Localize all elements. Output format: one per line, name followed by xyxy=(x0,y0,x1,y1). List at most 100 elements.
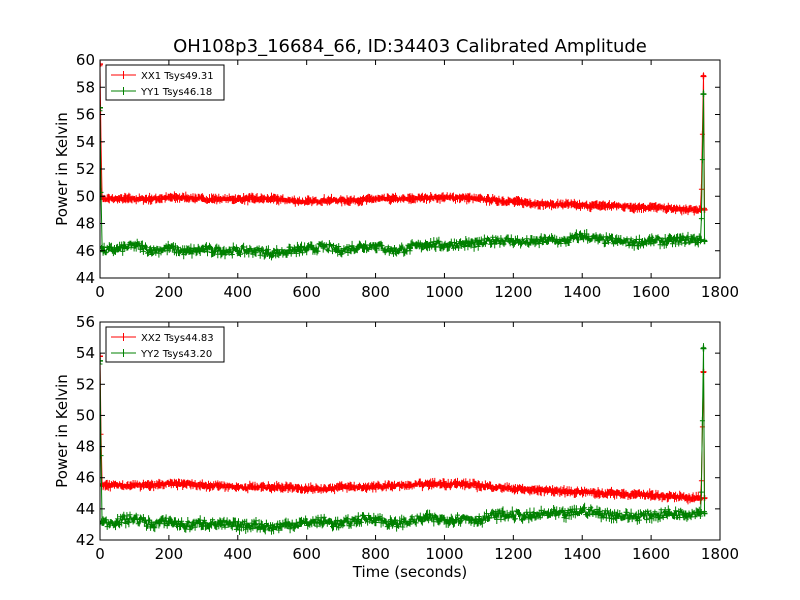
data-point xyxy=(510,238,517,245)
y-tick-label: 42 xyxy=(76,531,95,549)
data-point xyxy=(613,490,620,497)
data-point xyxy=(372,484,379,491)
data-point xyxy=(148,195,155,202)
data-point xyxy=(269,484,276,491)
y-axis-label: Power in Kelvin xyxy=(53,374,71,488)
data-point xyxy=(630,239,637,246)
y-tick-label: 52 xyxy=(76,160,95,178)
legend-box xyxy=(105,64,225,101)
data-point xyxy=(234,195,241,202)
data-point xyxy=(682,236,689,243)
data-point xyxy=(441,194,448,201)
y-tick-label: 56 xyxy=(76,106,95,124)
plot-area xyxy=(100,343,708,535)
data-point xyxy=(441,480,448,487)
data-point xyxy=(100,104,103,111)
data-point xyxy=(234,522,241,529)
y-tick-label: 50 xyxy=(76,406,95,424)
legend: XX2 Tsys44.83 YY2 Tsys43.20 xyxy=(105,326,225,363)
series-markers xyxy=(100,89,707,261)
data-point xyxy=(165,245,172,252)
legend: XX1 Tsys49.31 YY1 Tsys46.18 xyxy=(105,64,225,101)
y-tick-label: 54 xyxy=(76,344,95,362)
data-point xyxy=(648,238,655,245)
data-point xyxy=(183,194,190,201)
data-point xyxy=(234,484,241,491)
data-point xyxy=(493,236,500,243)
data-point xyxy=(527,200,534,207)
legend-entry: XX1 Tsys49.31 xyxy=(141,71,214,82)
legend-entry: XX2 Tsys44.83 xyxy=(141,333,214,344)
data-point xyxy=(389,482,396,489)
data-point xyxy=(493,484,500,491)
data-point xyxy=(183,522,190,529)
x-tick-label: 1800 xyxy=(701,283,739,301)
data-point xyxy=(320,518,327,525)
series-line xyxy=(100,347,705,532)
series-line xyxy=(100,356,705,502)
data-point xyxy=(372,515,379,522)
x-axis-label: Time (seconds) xyxy=(352,563,468,581)
series-line xyxy=(100,93,705,258)
data-point xyxy=(200,195,207,202)
y-tick-label: 48 xyxy=(76,215,95,233)
data-point xyxy=(389,247,396,254)
data-point xyxy=(698,508,705,515)
data-point xyxy=(527,239,534,246)
y-axis-label: Power in Kelvin xyxy=(53,112,71,226)
data-point xyxy=(148,482,155,489)
data-point xyxy=(562,238,568,245)
data-point xyxy=(458,194,465,201)
data-point xyxy=(458,480,465,487)
x-tick-label: 1000 xyxy=(425,283,463,301)
data-point xyxy=(338,247,345,254)
data-point xyxy=(131,482,138,489)
legend-box xyxy=(105,326,225,363)
x-tick-label: 0 xyxy=(95,283,105,301)
data-point xyxy=(234,247,241,254)
data-point xyxy=(458,240,465,247)
data-point xyxy=(424,194,431,201)
data-point xyxy=(338,521,345,528)
x-tick-label: 800 xyxy=(361,283,390,301)
data-point xyxy=(286,197,293,204)
data-point xyxy=(596,490,603,497)
x-tick-label: 1200 xyxy=(494,545,532,563)
data-point xyxy=(630,204,637,211)
data-point xyxy=(252,521,258,528)
data-point xyxy=(579,507,586,514)
data-point xyxy=(665,510,672,517)
x-tick-label: 1800 xyxy=(701,545,739,563)
data-point xyxy=(303,246,310,253)
data-point xyxy=(596,202,603,209)
data-point xyxy=(493,512,500,519)
y-tick-label: 58 xyxy=(76,78,95,96)
x-tick-label: 0 xyxy=(95,545,105,563)
data-point xyxy=(200,482,207,489)
y-tick-label: 54 xyxy=(76,133,95,151)
data-point xyxy=(407,482,413,489)
series-0 xyxy=(100,352,708,505)
data-point xyxy=(510,512,517,519)
data-point xyxy=(148,521,155,528)
bottom-panel: 0 200 400 600 800 1000 1200 1400 1600 1800 42 44 46 4… xyxy=(53,313,739,581)
data-point xyxy=(252,484,258,491)
data-point xyxy=(100,61,103,68)
data-point xyxy=(355,197,362,204)
data-point xyxy=(458,515,465,522)
data-point xyxy=(200,519,207,526)
data-point xyxy=(665,238,672,245)
data-point xyxy=(165,194,172,201)
series-markers xyxy=(100,352,707,505)
y-tick-label: 52 xyxy=(76,375,95,393)
series-1 xyxy=(100,89,708,261)
data-point xyxy=(648,512,655,519)
top-panel: 0 200 400 600 800 1000 1200 1400 1600 1800 44 46 48 5… xyxy=(53,51,739,301)
data-point xyxy=(148,247,155,254)
data-point xyxy=(544,236,551,243)
data-point xyxy=(372,242,379,249)
data-point xyxy=(510,485,517,492)
data-point xyxy=(613,202,620,209)
data-point xyxy=(441,516,448,523)
